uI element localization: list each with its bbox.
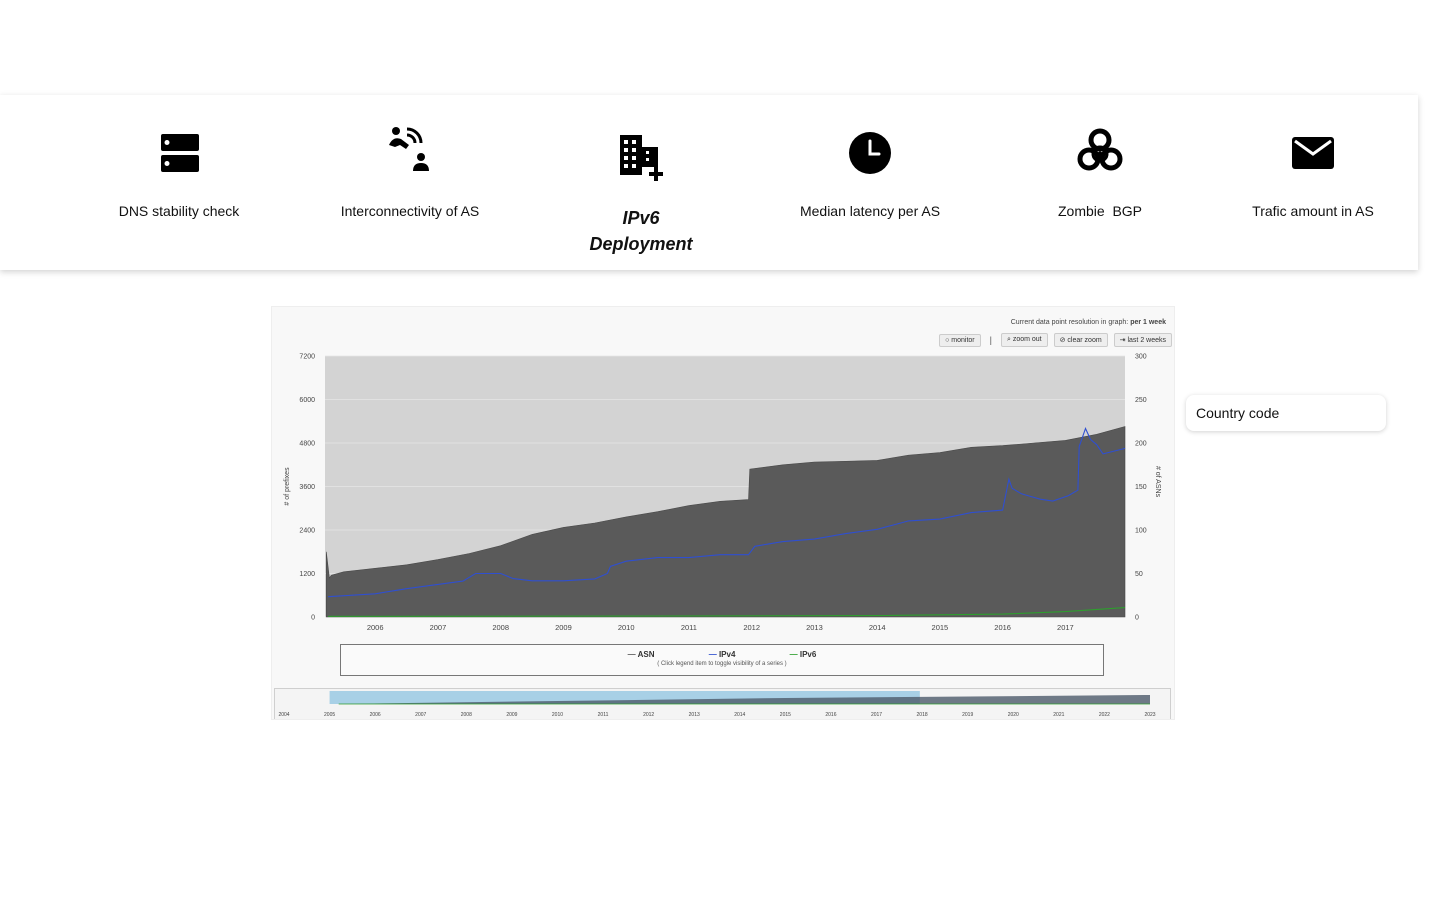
nav-item-traffic-amount[interactable]: Trafic amount in AS: [1238, 95, 1388, 270]
y-left-tick-label: 3600: [299, 484, 315, 491]
chart-legend: — ASN — IPv4 — IPv6 ( Click legend item …: [340, 644, 1104, 676]
navigator-tick-label: 2008: [461, 712, 472, 718]
x-tick-label: 2007: [430, 623, 447, 632]
navigator-tick-label: 2023: [1144, 712, 1155, 718]
navigator-tick-label: 2013: [689, 712, 700, 718]
connection-icon: [389, 127, 429, 171]
x-tick-label: 2010: [618, 623, 635, 632]
nav-item-interconnectivity[interactable]: Interconnectivity of AS: [330, 95, 490, 270]
navigator-tick-label: 2007: [415, 712, 426, 718]
navigator-tick-label: 2010: [552, 712, 563, 718]
y-left-tick-label: 0: [311, 615, 315, 622]
series-asn-area: [326, 426, 1126, 618]
y-left-tick-label: 6000: [299, 397, 315, 404]
legend-label: ASN: [637, 650, 655, 659]
navigator-tick-label: 2009: [506, 712, 517, 718]
y-axis-title-left: # of prefixes: [284, 467, 291, 506]
resolution-prefix: Current data point resolution in graph:: [1010, 319, 1131, 326]
range-navigator[interactable]: 2004 2005 2006 2007 2008 2009 2010 2011 2012 2013…: [274, 688, 1172, 720]
x-tick-label: 2014: [869, 623, 886, 632]
y-right-tick-label: 300: [1135, 354, 1147, 361]
navigator-tick-label: 2011: [598, 712, 609, 718]
nav-item-zombie-bgp[interactable]: Zombie BGP: [1030, 95, 1170, 270]
navigator-series-area: [338, 695, 1151, 704]
navigator-tick-label: 2022: [1099, 712, 1110, 718]
last-2-weeks-button[interactable]: ⇥ last 2 weeks: [1113, 333, 1172, 347]
biohazard-icon: [1077, 128, 1123, 171]
toolbar-separator: |: [989, 335, 992, 345]
y-right-tick-label: 200: [1135, 441, 1147, 448]
y-right-tick-label: 250: [1135, 397, 1147, 404]
x-tick-label: 2009: [555, 623, 572, 632]
navigator-tick-label: 2014: [734, 712, 745, 718]
y-left-tick-label: 1200: [299, 571, 315, 578]
nav-item-label: DNS stability check: [118, 203, 240, 219]
resolution-text: Current data point resolution in graph: …: [1011, 319, 1166, 326]
zoom-out-button[interactable]: ⌕ zoom out: [1000, 333, 1048, 347]
navigator-tick-label: 2017: [871, 712, 882, 718]
nav-item-ipv6-deployment[interactable]: IPv6 Deployment: [576, 95, 706, 270]
x-tick-label: 2011: [681, 623, 697, 632]
clock-icon: [849, 132, 891, 174]
y-left-tick-label: 2400: [299, 528, 315, 535]
x-tick-label: 2013: [806, 623, 823, 632]
country-code-field[interactable]: Country code: [1186, 395, 1386, 431]
series-ipv4-line: [328, 427, 1126, 598]
y-left-tick-label: 4800: [299, 441, 315, 448]
navigator-tick-label: 2006: [370, 712, 381, 718]
nav-item-label: IPv6 Deployment: [589, 208, 693, 254]
nav-item-label: Trafic amount in AS: [1252, 203, 1374, 219]
legend-item-asn[interactable]: — ASN: [627, 650, 655, 659]
monitor-button[interactable]: ○ monitor: [939, 333, 981, 347]
navigator-tick-label: 2012: [643, 712, 654, 718]
y-right-tick-label: 150: [1135, 484, 1147, 491]
x-tick-label: 2016: [994, 623, 1011, 632]
analysis-nav: DNS stability check Interconnectivity of…: [0, 95, 1418, 270]
nav-item-label: Zombie BGP: [1057, 203, 1143, 219]
mail-icon: [1292, 137, 1334, 169]
y-right-tick-label: 50: [1135, 571, 1143, 578]
nav-item-dns-stability[interactable]: DNS stability check: [99, 95, 259, 270]
navigator-tick-label: 2019: [962, 712, 973, 718]
navigator-tick-label: 2005: [324, 712, 335, 718]
legend-item-ipv4[interactable]: — IPv4: [708, 650, 736, 659]
resolution-value: per 1 week: [1130, 319, 1166, 326]
graph-toolbar: ○ monitor | ⌕ zoom out ⊘ clear zoom ⇥ la…: [939, 333, 1172, 347]
legend-note: ( Click legend item to toggle visibility…: [657, 661, 787, 667]
navigator-tick-label: 2004: [278, 712, 289, 718]
x-tick-label: 2012: [743, 623, 760, 632]
legend-label: IPv6: [799, 650, 817, 659]
y-right-tick-label: 100: [1135, 528, 1147, 535]
country-code-label: Country code: [1196, 405, 1280, 421]
prefix-asn-chart[interactable]: 0 1200 2400 3600 4800 6000 7200 0 50 100 150 200 250…: [272, 307, 1174, 719]
navigator-tick-label: 2018: [917, 712, 928, 718]
clear-zoom-button[interactable]: ⊘ clear zoom: [1053, 333, 1108, 347]
y-left-tick-label: 7200: [299, 354, 315, 361]
x-tick-label: 2008: [492, 623, 509, 632]
y-axis-title-right: # of ASNs: [1154, 466, 1161, 498]
navigator-tick-label: 2021: [1053, 712, 1064, 718]
server-icon: [161, 134, 199, 172]
y-right-tick-label: 0: [1135, 615, 1139, 622]
series-ipv6-line: [328, 607, 1126, 617]
x-tick-label: 2015: [932, 623, 949, 632]
navigator-tick-label: 2015: [780, 712, 791, 718]
nav-item-label: Interconnectivity of AS: [340, 203, 480, 219]
x-tick-label: 2017: [1057, 623, 1074, 632]
x-tick-label: 2006: [367, 623, 384, 632]
building-add-icon: [620, 135, 663, 181]
legend-item-ipv6[interactable]: — IPv6: [789, 650, 817, 659]
ipv6-deployment-graph: Current data point resolution in graph: …: [271, 306, 1175, 720]
nav-item-label: Median latency per AS: [799, 203, 941, 219]
navigator-tick-label: 2020: [1008, 712, 1019, 718]
nav-item-median-latency[interactable]: Median latency per AS: [790, 95, 950, 270]
legend-label: IPv4: [718, 650, 736, 659]
navigator-tick-label: 2016: [825, 712, 836, 718]
